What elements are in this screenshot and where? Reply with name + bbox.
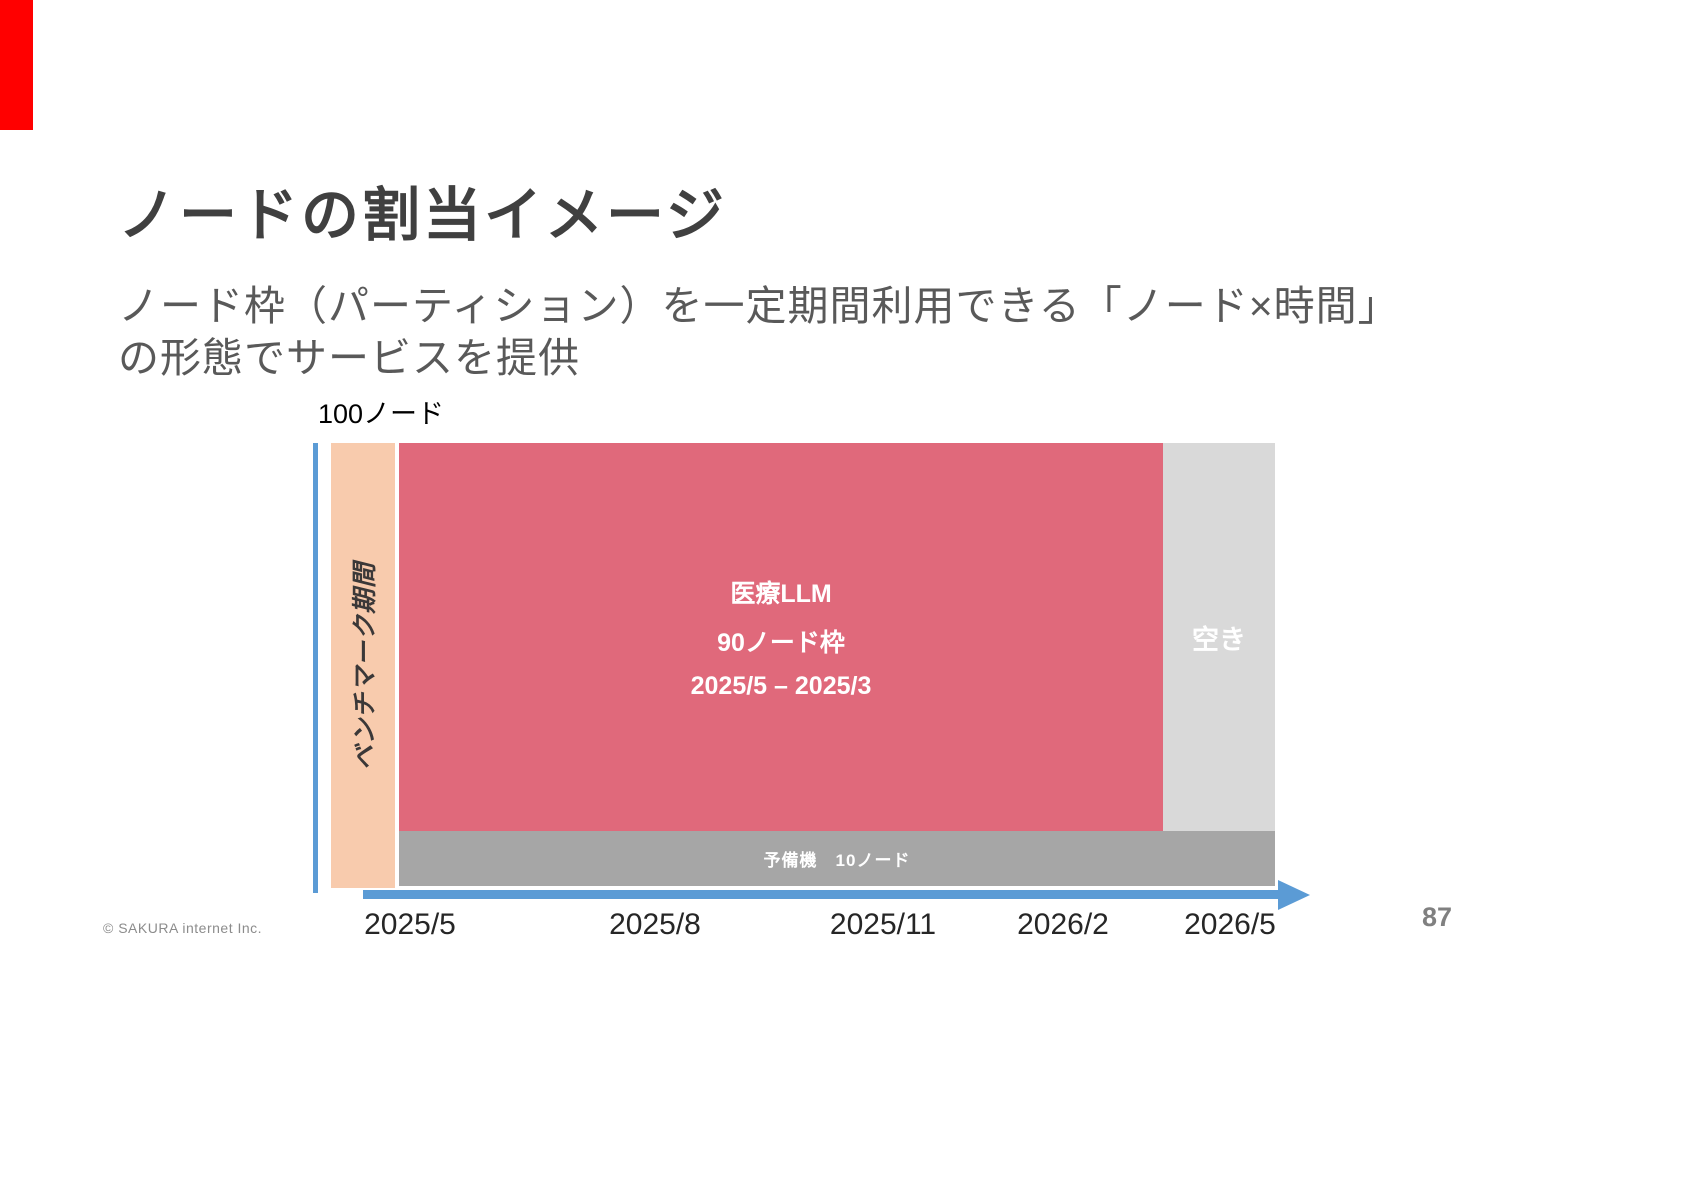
x-tick-2025-11: 2025/11	[829, 908, 937, 941]
allocation-block: 医療LLM 90ノード枠 2025/5 – 2025/3	[399, 443, 1163, 831]
vacant-block: 空き	[1163, 443, 1275, 831]
x-tick-2026-2: 2026/2	[1017, 908, 1109, 941]
benchmark-period-label: ベンチマーク期間	[351, 561, 380, 770]
x-tick-2026-5: 2026/5	[1184, 908, 1276, 941]
time-axis-line	[363, 890, 1278, 899]
x-tick-2025-5: 2025/5	[364, 908, 456, 941]
slide-subtitle: ノード枠（パーティション）を一定期間利用できる「ノード×時間」 の形態でサービス…	[118, 280, 1400, 385]
spare-nodes-label: 予備機 10ノード	[763, 851, 911, 870]
page-title: ノードの割当イメージ	[118, 183, 727, 248]
benchmark-period-bar: ベンチマーク期間	[331, 443, 395, 888]
subtitle-line-2: の形態でサービスを提供	[118, 335, 580, 382]
subtitle-line-1: ノード枠（パーティション）を一定期間利用できる「ノード×時間」	[118, 283, 1400, 329]
time-axis-arrowhead-icon	[1278, 880, 1310, 910]
spare-nodes-bar: 予備機 10ノード	[399, 831, 1275, 886]
copyright-footer: © SAKURA internet Inc.	[103, 920, 263, 936]
allocation-line-1: 医療LLM	[730, 579, 832, 608]
vacant-label: 空き	[1192, 624, 1246, 655]
y-axis-line	[313, 443, 318, 893]
capacity-label: 100ノード	[318, 399, 445, 429]
accent-strip	[0, 0, 33, 130]
x-tick-2025-8: 2025/8	[609, 908, 701, 941]
page-number: 87	[1422, 902, 1453, 932]
allocation-line-2: 90ノード枠	[717, 628, 845, 657]
allocation-line-3: 2025/5 – 2025/3	[690, 671, 872, 700]
